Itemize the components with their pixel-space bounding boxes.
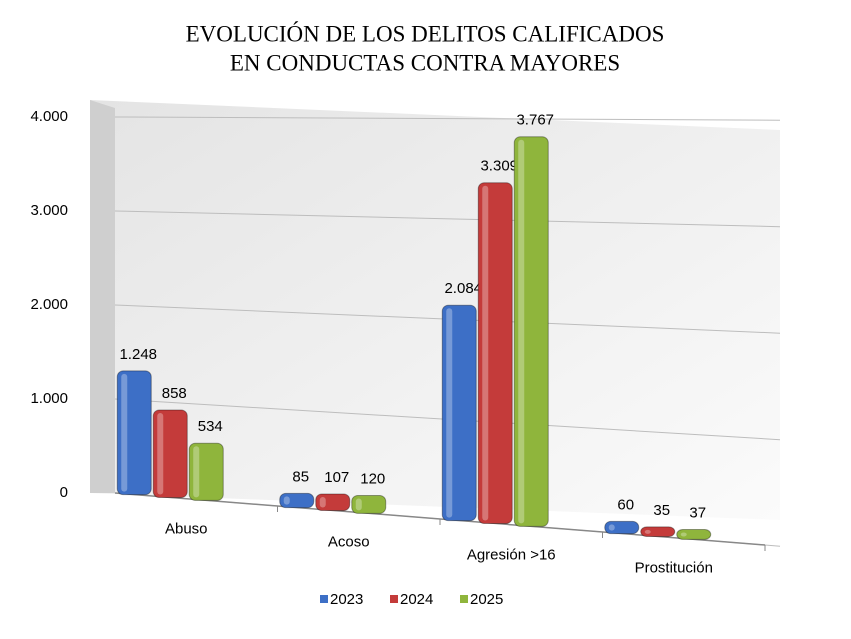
bar (116, 370, 152, 496)
x-tick-label: Prostitución (635, 559, 713, 576)
y-tick-label: 4.000 (30, 108, 68, 125)
bar (315, 493, 351, 511)
value-label: 107 (324, 469, 349, 486)
value-label: 534 (198, 418, 223, 435)
bar (604, 520, 640, 535)
value-label: 3.309 (480, 158, 518, 175)
bar (279, 492, 315, 509)
y-tick-label: 1.000 (30, 390, 68, 407)
grid-line (114, 116, 781, 121)
grid-line (114, 210, 781, 228)
legend-label: 2025 (470, 591, 503, 608)
chart-title: EN CONDUCTAS CONTRA MAYORES (230, 50, 620, 75)
bar-shine (121, 373, 128, 492)
bar (351, 495, 387, 514)
value-label: 858 (162, 385, 187, 402)
bar-shine (482, 185, 489, 521)
bar-shine (157, 412, 164, 495)
bar-shine (644, 529, 651, 534)
bar-shine (680, 532, 687, 537)
bar-shine (283, 496, 290, 505)
legend-label: 2023 (330, 591, 363, 608)
legend-swatch (460, 595, 468, 603)
value-label: 2.084 (444, 280, 482, 297)
x-tick-label: Acoso (328, 533, 370, 550)
bar-shine (355, 498, 362, 511)
bar (477, 182, 513, 524)
value-label: 85 (292, 468, 309, 485)
y-tick-label: 3.000 (30, 202, 68, 219)
bar (640, 526, 676, 538)
bar-shine (193, 446, 200, 498)
chart-title: EVOLUCIÓN DE LOS DELITOS CALIFICADOS (186, 20, 665, 46)
bar (676, 528, 712, 540)
value-label: 3.767 (516, 112, 554, 129)
value-label: 37 (689, 504, 706, 521)
bar-shine (446, 308, 453, 518)
y-tick-label: 2.000 (30, 296, 68, 313)
side-wall (90, 100, 115, 493)
legend-label: 2024 (400, 591, 433, 608)
value-label: 60 (617, 496, 634, 513)
value-label: 35 (653, 502, 670, 519)
bar (441, 304, 477, 522)
x-tick-label: Abuso (165, 520, 208, 537)
bar-shine (608, 524, 615, 531)
y-tick-label: 0 (60, 484, 68, 501)
plot-wall (90, 100, 780, 520)
bar (513, 136, 549, 527)
value-label: 1.248 (119, 346, 157, 363)
bar (152, 409, 188, 499)
x-tick-label: Agresión >16 (467, 546, 556, 563)
value-label: 120 (360, 470, 385, 487)
bar-shine (518, 139, 525, 524)
bar (188, 442, 224, 501)
legend-swatch (390, 595, 398, 603)
legend-swatch (320, 595, 328, 603)
bar-shine (319, 497, 326, 508)
